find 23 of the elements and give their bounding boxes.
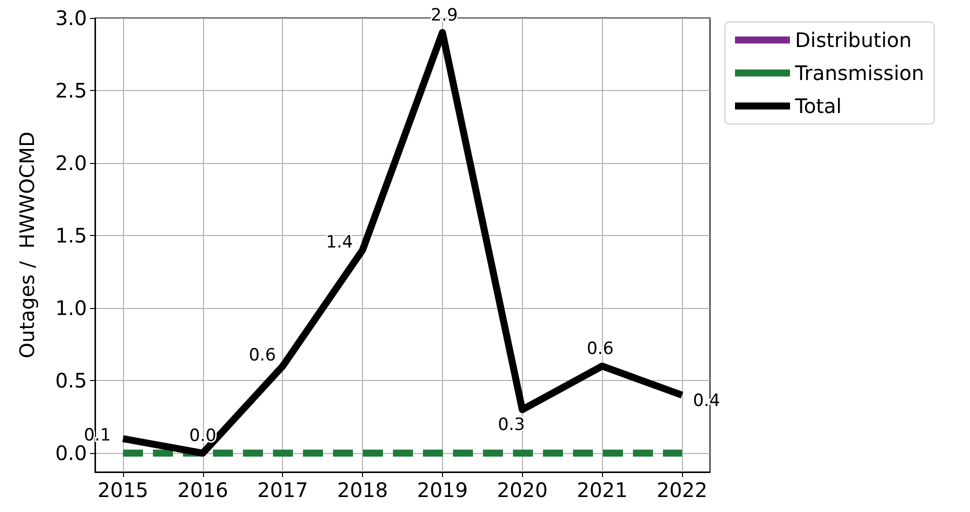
data-label: 0.6 — [248, 346, 276, 366]
y-tick-label: 1.0 — [55, 296, 87, 320]
y-tick-label: 2.5 — [55, 78, 87, 103]
y-tick-label: 0.0 — [55, 441, 87, 466]
y-tick-label: 2.0 — [55, 151, 87, 176]
data-label: 0.6 — [586, 339, 614, 360]
legend-label: Distribution — [795, 28, 912, 52]
y-tick-label: 3.0 — [55, 6, 87, 30]
x-tick-label: 2022 — [656, 478, 708, 502]
legend-label: Total — [794, 94, 842, 118]
x-tick-label: 2020 — [496, 478, 548, 502]
x-tick-label: 2018 — [337, 478, 388, 502]
x-tick-label: 2017 — [257, 478, 308, 502]
data-label: 0.3 — [498, 415, 525, 436]
x-tick-label: 2015 — [98, 478, 148, 502]
x-tick-label: 2019 — [416, 478, 468, 502]
y-tick-label: 0.5 — [55, 368, 87, 393]
legend-label: Transmission — [794, 61, 924, 85]
y-axis-title: Outages / HWWOCMD — [15, 132, 39, 358]
data-label: 1.4 — [326, 232, 353, 252]
y-tick-label: 1.5 — [55, 224, 87, 248]
x-tick-label: 2021 — [576, 478, 628, 502]
x-tick-label: 2016 — [177, 478, 228, 502]
